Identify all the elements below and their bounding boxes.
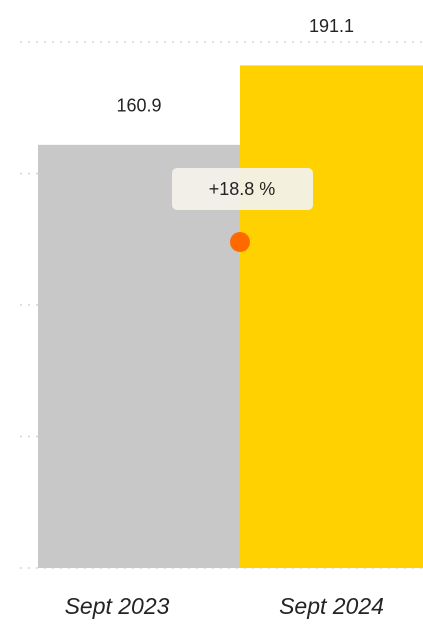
annotation: +18.8 %	[209, 179, 276, 199]
annotation-box	[172, 168, 313, 210]
value-label: 160.9	[116, 96, 161, 116]
bar	[38, 144, 240, 568]
bar	[240, 65, 423, 569]
x-tick-label: Sept 2023	[65, 593, 170, 619]
bars	[38, 65, 423, 569]
x-tick-label: Sept 2024	[279, 593, 384, 619]
value-label: 191.1	[309, 16, 354, 36]
marker-dot	[230, 232, 250, 252]
